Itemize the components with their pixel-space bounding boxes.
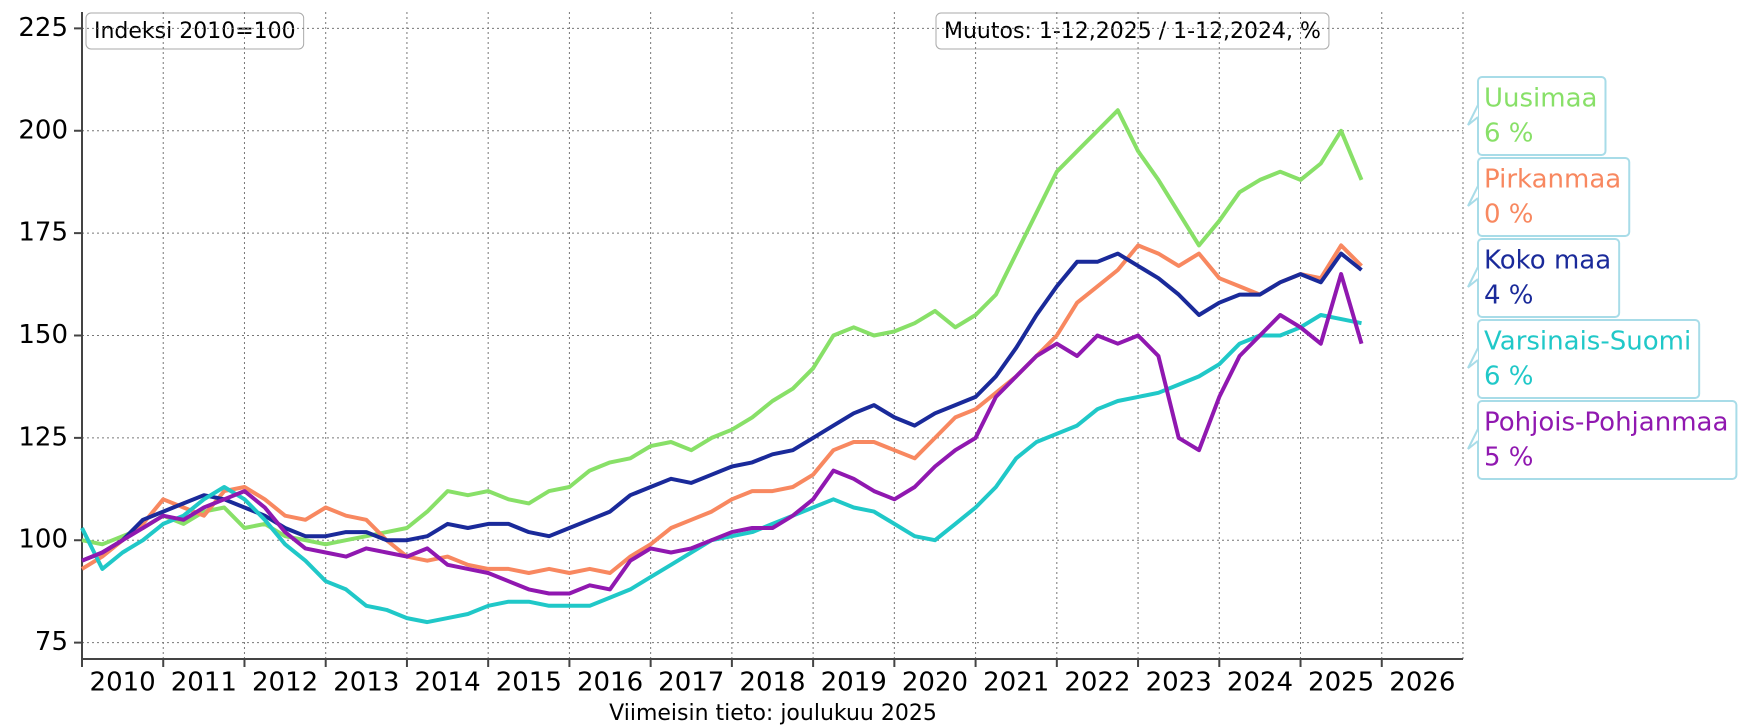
legend-label: Pohjois-Pohjanmaa [1484, 408, 1728, 438]
legend-label: Varsinais-Suomi [1484, 327, 1691, 357]
series-line [81, 251, 1363, 563]
x-tick-label: 2025 [1308, 668, 1374, 698]
x-tick-label: 2023 [1146, 668, 1212, 698]
change-label: 5 % [1484, 443, 1534, 473]
series-line [81, 272, 1364, 596]
y-tick-label: 175 [18, 218, 68, 248]
end-label-pointer [1467, 428, 1479, 450]
x-tick-label: 2012 [252, 668, 318, 698]
y-tick-label: 150 [18, 320, 68, 350]
x-tick-label: 2026 [1389, 668, 1455, 698]
x-tick-label: 2011 [171, 668, 237, 698]
x-tick-label: 2018 [739, 668, 805, 698]
y-tick-label: 100 [18, 525, 68, 555]
end-label-pointer [1467, 185, 1479, 207]
annotation: Muutos: 1-12,2025 / 1-12,2024, % [944, 19, 1321, 44]
x-tick-label: 2013 [333, 668, 399, 698]
annotation-box [935, 12, 1330, 50]
end-label-pointer [1467, 104, 1479, 126]
change-label: 4 % [1484, 281, 1534, 311]
x-tick-label: 2017 [658, 668, 724, 698]
x-tick-label: 2019 [821, 668, 887, 698]
x-tick-label: 2020 [902, 668, 968, 698]
x-tick-label: 2010 [90, 668, 156, 698]
series-line [80, 243, 1363, 575]
annotation: Indeksi 2010=100 [94, 19, 296, 44]
change-label: 6 % [1484, 119, 1534, 149]
change-label: 0 % [1484, 200, 1534, 230]
x-tick-label: 2021 [983, 668, 1049, 698]
y-tick-label: 225 [18, 13, 68, 43]
caption: Viimeisin tieto: joulukuu 2025 [609, 701, 937, 726]
legend-label: Koko maa [1484, 246, 1611, 276]
x-tick-label: 2022 [1064, 668, 1130, 698]
end-label-pointer [1467, 347, 1479, 369]
series-line [81, 108, 1364, 547]
legend-label: Pirkanmaa [1484, 165, 1621, 195]
annotation-box [85, 12, 305, 50]
legend-label: Uusimaa [1484, 84, 1597, 114]
x-tick-label: 2014 [414, 668, 480, 698]
x-tick-label: 2024 [1227, 668, 1293, 698]
y-tick-label: 125 [18, 422, 68, 452]
y-tick-label: 200 [18, 115, 68, 145]
change-label: 6 % [1484, 362, 1534, 392]
x-tick-label: 2016 [577, 668, 643, 698]
y-tick-label: 75 [35, 627, 68, 657]
x-tick-label: 2015 [496, 668, 562, 698]
end-label-pointer [1467, 266, 1479, 288]
